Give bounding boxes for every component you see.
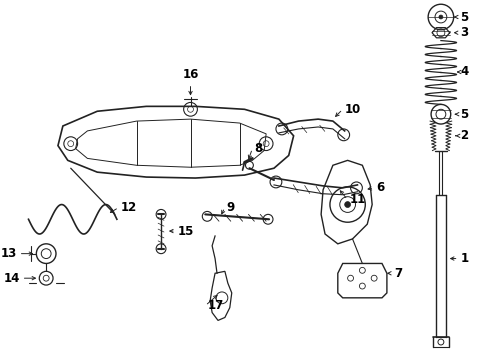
Text: 17: 17	[207, 299, 223, 312]
Text: 13: 13	[0, 247, 17, 260]
Text: 3: 3	[461, 26, 468, 39]
Text: 11: 11	[349, 193, 366, 206]
Text: 8: 8	[254, 142, 263, 155]
Text: 10: 10	[344, 103, 361, 116]
Text: 5: 5	[461, 10, 469, 23]
Text: 14: 14	[3, 272, 20, 285]
Text: 5: 5	[461, 108, 469, 121]
Text: 9: 9	[227, 201, 235, 214]
Text: 16: 16	[182, 68, 199, 81]
Circle shape	[439, 15, 443, 19]
Text: 15: 15	[178, 225, 194, 238]
Text: 6: 6	[376, 181, 384, 194]
Circle shape	[344, 202, 350, 207]
Text: 2: 2	[461, 129, 468, 142]
Text: 1: 1	[461, 252, 468, 265]
Text: 4: 4	[461, 66, 469, 78]
Text: 7: 7	[394, 267, 402, 280]
Text: 12: 12	[121, 201, 137, 214]
